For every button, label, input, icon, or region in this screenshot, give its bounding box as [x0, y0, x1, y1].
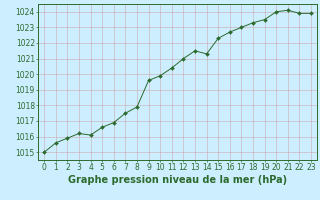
X-axis label: Graphe pression niveau de la mer (hPa): Graphe pression niveau de la mer (hPa) — [68, 175, 287, 185]
